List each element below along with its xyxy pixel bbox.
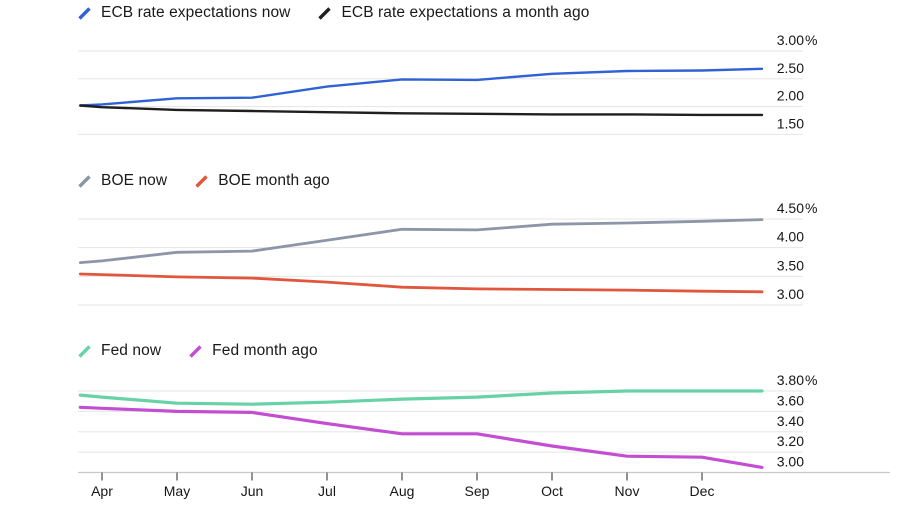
legend-label: Fed now xyxy=(101,342,162,359)
legend-item-boe-month-ago: BOE month ago xyxy=(193,172,330,190)
y-axis-label: 1.50 xyxy=(777,115,804,131)
chart-fed: 3.80 %3.60 3.40 3.20 3.00 Apr May Jun Jul Aug Sep O… xyxy=(78,372,890,499)
y-axis-label: 4.50 xyxy=(777,200,804,216)
y-axis-label-suffix: % xyxy=(805,372,817,388)
y-axis-label: 2.00 xyxy=(777,88,804,104)
line-fed-now xyxy=(78,389,764,406)
y-axis-label: 3.60 xyxy=(777,392,804,408)
y-axis-label: 3.00 xyxy=(777,454,804,470)
legend-line-swatch-icon xyxy=(78,6,91,20)
line-ecb-rate-expectations-now xyxy=(79,67,764,107)
legend-label: BOE now xyxy=(101,172,168,189)
line-boe-month-ago xyxy=(78,272,764,294)
x-axis-label: Sep xyxy=(465,483,490,499)
line-fed-month-ago xyxy=(78,405,764,469)
y-axis-label: 3.00 xyxy=(777,32,804,48)
legend-boe: BOE now BOE month ago xyxy=(76,172,330,190)
legend-label: ECB rate expectations a month ago xyxy=(341,4,590,21)
x-axis-label: May xyxy=(164,483,190,499)
legend-item-ecb-rate-expectations-now: ECB rate expectations now xyxy=(76,4,290,22)
legend-line-swatch-icon xyxy=(318,6,332,20)
line-ecb-rate-expectations-a-month-ago xyxy=(79,104,764,117)
y-axis-label-suffix: % xyxy=(805,200,817,216)
legend-item-ecb-rate-expectations-a-month-ago: ECB rate expectations a month ago xyxy=(316,4,589,22)
y-axis-label-suffix: % xyxy=(805,32,817,48)
legend-label: ECB rate expectations now xyxy=(101,4,291,21)
x-axis-label: Aug xyxy=(390,483,415,499)
x-axis-label: Oct xyxy=(541,483,563,499)
legend-item-fed-now: Fed now xyxy=(76,342,161,360)
line-boe-now xyxy=(78,218,764,265)
legend-item-fed-month-ago: Fed month ago xyxy=(187,342,318,360)
y-axis-label: 3.20 xyxy=(777,433,804,449)
legend-label: Fed month ago xyxy=(212,342,318,359)
y-axis-label: 2.50 xyxy=(777,60,804,76)
legend-ecb: ECB rate expectations now ECB rate expect… xyxy=(76,4,589,22)
x-axis-label: Jun xyxy=(241,483,264,499)
legend-item-boe-now: BOE now xyxy=(76,172,167,190)
y-axis-label: 3.80 xyxy=(777,372,804,388)
x-axis-label: Jul xyxy=(318,483,336,499)
y-axis-label: 3.50 xyxy=(777,257,804,273)
y-axis-label: 3.00 xyxy=(777,286,804,302)
chart-ecb: 3.00 %2.50 2.00 1.50 xyxy=(78,32,817,135)
x-axis-label: Nov xyxy=(615,483,640,499)
x-axis-label: Dec xyxy=(690,483,715,499)
chart-boe: 4.50 %4.00 3.50 3.00 xyxy=(78,200,817,306)
x-axis-label: Apr xyxy=(91,483,113,499)
y-axis-label: 3.40 xyxy=(777,413,804,429)
legend-fed: Fed now Fed month ago xyxy=(76,342,318,360)
legend-line-swatch-icon xyxy=(189,344,202,358)
y-axis-label: 4.00 xyxy=(777,229,804,245)
legend-line-swatch-icon xyxy=(78,174,91,188)
legend-line-swatch-icon xyxy=(195,174,208,188)
legend-line-swatch-icon xyxy=(78,344,91,358)
legend-label: BOE month ago xyxy=(218,172,330,189)
